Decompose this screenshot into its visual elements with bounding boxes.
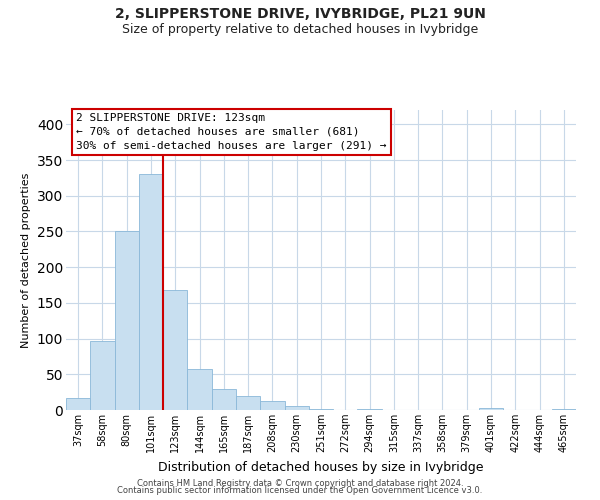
Bar bbox=[187, 368, 212, 410]
Bar bbox=[260, 402, 284, 410]
Bar bbox=[479, 408, 503, 410]
Bar bbox=[284, 406, 309, 410]
Bar bbox=[90, 340, 115, 410]
Bar bbox=[139, 174, 163, 410]
Text: Size of property relative to detached houses in Ivybridge: Size of property relative to detached ho… bbox=[122, 22, 478, 36]
Y-axis label: Number of detached properties: Number of detached properties bbox=[21, 172, 31, 348]
Text: Contains HM Land Registry data © Crown copyright and database right 2024.: Contains HM Land Registry data © Crown c… bbox=[137, 478, 463, 488]
Bar bbox=[552, 408, 576, 410]
Bar bbox=[163, 290, 187, 410]
Bar bbox=[115, 232, 139, 410]
Text: Contains public sector information licensed under the Open Government Licence v3: Contains public sector information licen… bbox=[118, 486, 482, 495]
Text: 2 SLIPPERSTONE DRIVE: 123sqm
← 70% of detached houses are smaller (681)
30% of s: 2 SLIPPERSTONE DRIVE: 123sqm ← 70% of de… bbox=[76, 113, 387, 151]
Bar bbox=[66, 398, 90, 410]
Text: 2, SLIPPERSTONE DRIVE, IVYBRIDGE, PL21 9UN: 2, SLIPPERSTONE DRIVE, IVYBRIDGE, PL21 9… bbox=[115, 8, 485, 22]
Bar bbox=[212, 388, 236, 410]
X-axis label: Distribution of detached houses by size in Ivybridge: Distribution of detached houses by size … bbox=[158, 460, 484, 473]
Bar bbox=[236, 396, 260, 410]
